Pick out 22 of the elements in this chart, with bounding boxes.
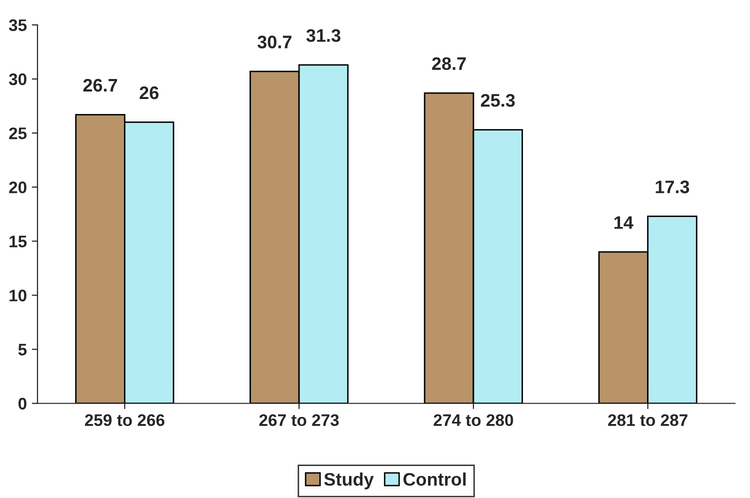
y-tick-label: 35 xyxy=(8,19,27,32)
legend-label: Study xyxy=(324,472,374,490)
data-label: 17.3 xyxy=(656,180,690,194)
x-tick-label: 274 to 280 xyxy=(434,414,514,426)
y-tick-label: 5 xyxy=(18,344,27,356)
data-label: 31.3 xyxy=(306,29,340,42)
y-tick-label: 30 xyxy=(8,73,26,86)
y-tick-label: 25 xyxy=(9,127,27,140)
legend-label: Control xyxy=(403,472,466,486)
data-label: 26.7 xyxy=(83,78,118,92)
data-label: 28.7 xyxy=(432,57,466,70)
y-tick-label: 15 xyxy=(10,236,27,248)
y-tick-label: 20 xyxy=(9,182,26,194)
x-tick-label: 259 to 266 xyxy=(84,414,164,426)
y-tick-label: 0 xyxy=(18,398,26,410)
x-tick-label: 267 to 273 xyxy=(259,414,339,426)
data-label: 25.3 xyxy=(480,94,515,107)
data-label: 14 xyxy=(614,216,634,229)
data-label: 30.7 xyxy=(257,36,292,48)
data-label: 26 xyxy=(140,86,158,100)
x-tick-label: 281 to 287 xyxy=(608,414,688,426)
y-tick-label: 10 xyxy=(10,290,26,302)
